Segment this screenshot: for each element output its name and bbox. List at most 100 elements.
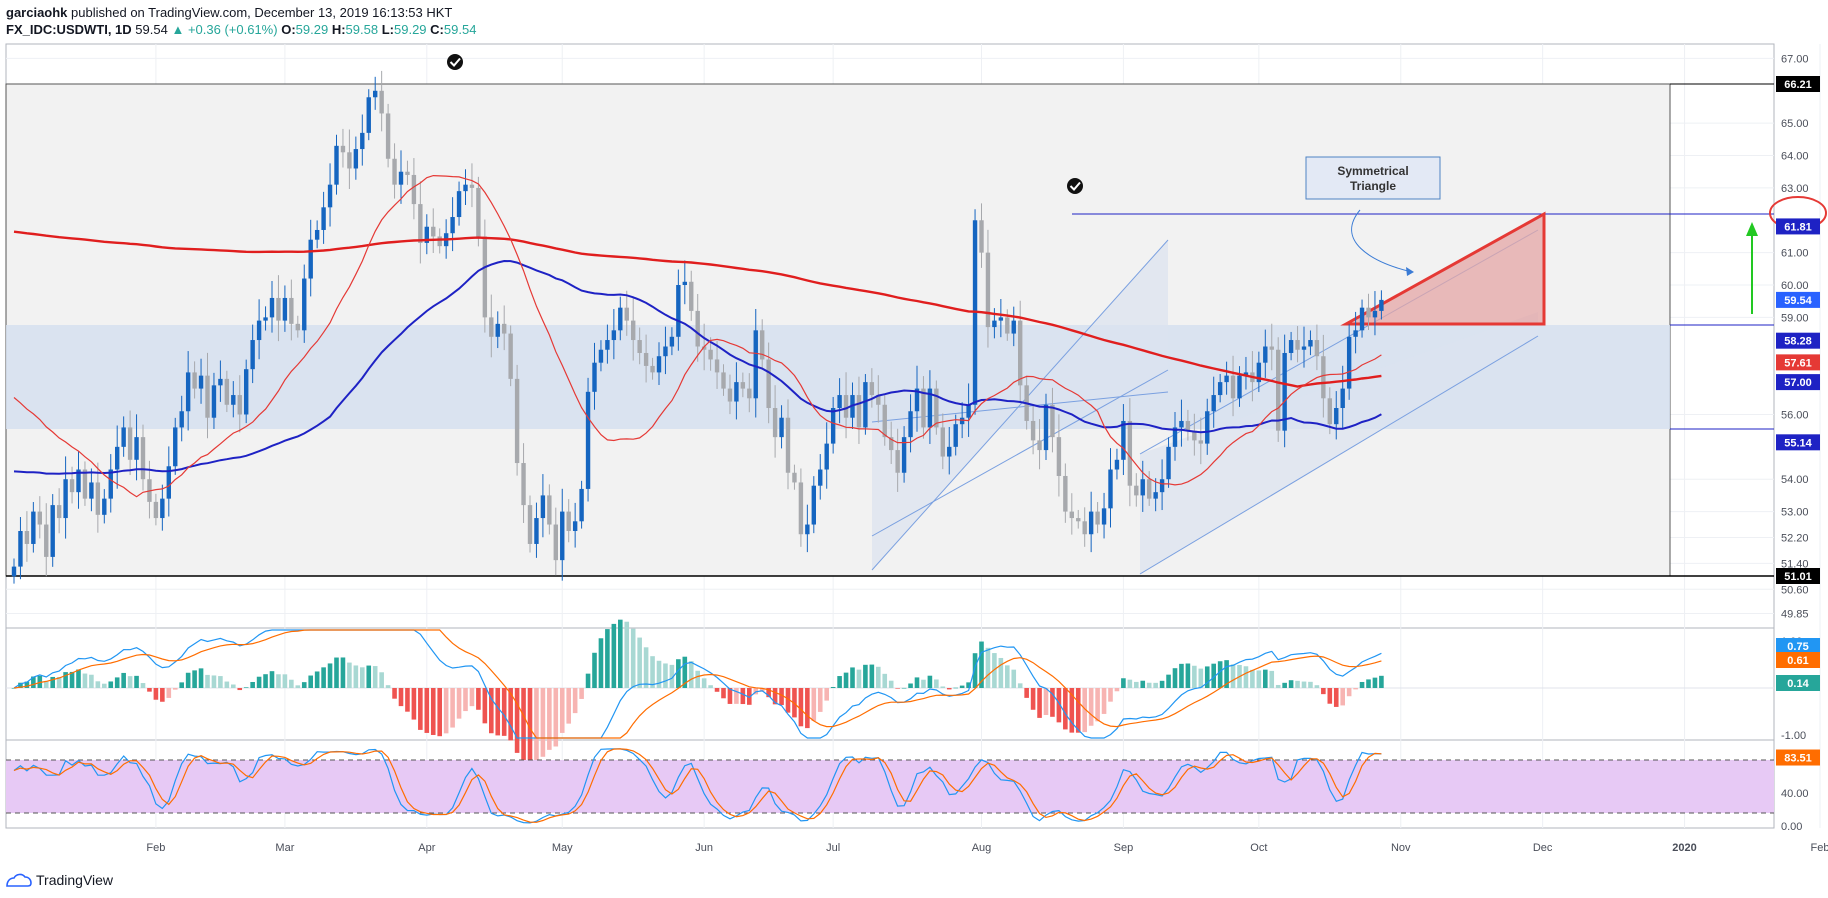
- candle[interactable]: [1217, 374, 1223, 403]
- candle[interactable]: [508, 325, 513, 387]
- candle[interactable]: [347, 129, 352, 190]
- candle[interactable]: [76, 451, 81, 509]
- candle[interactable]: [269, 281, 275, 333]
- candle[interactable]: [1082, 507, 1087, 547]
- candle[interactable]: [1114, 448, 1120, 480]
- candle[interactable]: [185, 351, 191, 431]
- candle[interactable]: [1043, 393, 1049, 461]
- candle[interactable]: [1185, 409, 1191, 441]
- candle[interactable]: [476, 176, 481, 247]
- candle[interactable]: [856, 376, 862, 444]
- price-axis[interactable]: 67.00 65.00 64.00 63.00 61.00 60.00 59.00 56.00…: [1781, 53, 1809, 833]
- candle[interactable]: [463, 169, 468, 206]
- candle[interactable]: [1359, 299, 1365, 338]
- candle[interactable]: [373, 76, 378, 110]
- candle[interactable]: [1127, 398, 1133, 507]
- candle[interactable]: [811, 476, 816, 534]
- candle[interactable]: [166, 446, 171, 517]
- candle[interactable]: [1095, 502, 1100, 534]
- candle[interactable]: [566, 499, 571, 543]
- candle[interactable]: [1011, 306, 1016, 347]
- candle[interactable]: [1172, 411, 1178, 461]
- candle[interactable]: [714, 341, 720, 389]
- candle[interactable]: [656, 342, 662, 385]
- candle[interactable]: [1346, 324, 1352, 400]
- candle[interactable]: [572, 502, 578, 548]
- candle[interactable]: [437, 228, 442, 254]
- candle[interactable]: [740, 372, 746, 398]
- candle[interactable]: [308, 219, 313, 297]
- macd-signal-line[interactable]: [13, 629, 1382, 739]
- candle[interactable]: [1379, 290, 1384, 320]
- candle[interactable]: [927, 370, 933, 444]
- candle[interactable]: [1230, 355, 1236, 417]
- candle[interactable]: [766, 342, 771, 424]
- candle[interactable]: [837, 378, 842, 424]
- candle[interactable]: [302, 264, 307, 343]
- candle[interactable]: [734, 362, 739, 420]
- candle[interactable]: [360, 114, 365, 166]
- candle[interactable]: [618, 296, 623, 341]
- candle[interactable]: [140, 424, 146, 491]
- candle[interactable]: [1121, 404, 1126, 476]
- candle[interactable]: [127, 410, 133, 476]
- candle[interactable]: [1076, 509, 1081, 529]
- candle[interactable]: [205, 352, 210, 439]
- candle[interactable]: [1321, 334, 1326, 418]
- candle[interactable]: [979, 203, 984, 268]
- candle[interactable]: [772, 385, 778, 458]
- candle[interactable]: [792, 464, 797, 490]
- candle[interactable]: [398, 150, 404, 204]
- candle[interactable]: [31, 502, 36, 553]
- candle[interactable]: [592, 342, 597, 410]
- candle[interactable]: [631, 297, 636, 361]
- candle[interactable]: [469, 163, 475, 208]
- candle[interactable]: [998, 298, 1004, 338]
- channel-aug-sep-lower[interactable]: [871, 369, 1169, 537]
- candle[interactable]: [1334, 391, 1339, 440]
- candle[interactable]: [514, 364, 520, 476]
- candle[interactable]: [1366, 293, 1371, 330]
- candle[interactable]: [411, 158, 417, 220]
- candle[interactable]: [663, 326, 668, 375]
- candle[interactable]: [198, 358, 204, 404]
- candle[interactable]: [173, 417, 178, 475]
- candle[interactable]: [824, 422, 829, 489]
- candle[interactable]: [721, 364, 726, 396]
- symbol-name[interactable]: FX_IDC:USDWTI, 1D: [6, 22, 132, 37]
- candle[interactable]: [108, 454, 113, 513]
- candle[interactable]: [1372, 291, 1378, 336]
- candle[interactable]: [1192, 413, 1197, 456]
- candle[interactable]: [747, 373, 752, 413]
- candle[interactable]: [876, 375, 881, 423]
- candle[interactable]: [1198, 417, 1203, 465]
- candle[interactable]: [82, 461, 88, 506]
- candle[interactable]: [830, 396, 836, 454]
- candle[interactable]: [547, 484, 552, 535]
- candle[interactable]: [1134, 473, 1139, 507]
- candle[interactable]: [1211, 376, 1216, 428]
- candle[interactable]: [224, 370, 230, 413]
- candle[interactable]: [1166, 437, 1171, 488]
- macd-histogram[interactable]: [11, 619, 1384, 772]
- candle[interactable]: [676, 269, 681, 351]
- publisher-name[interactable]: garciaohk: [6, 5, 68, 20]
- candle[interactable]: [321, 191, 326, 244]
- candle[interactable]: [379, 70, 384, 132]
- candle[interactable]: [1237, 366, 1242, 407]
- candle[interactable]: [682, 260, 687, 305]
- candle[interactable]: [1179, 399, 1184, 447]
- candle[interactable]: [456, 181, 462, 226]
- candle[interactable]: [624, 290, 629, 336]
- candle[interactable]: [495, 311, 500, 349]
- candle[interactable]: [882, 395, 887, 446]
- candle[interactable]: [1269, 323, 1274, 371]
- candle[interactable]: [753, 308, 758, 418]
- candle[interactable]: [1063, 463, 1068, 523]
- candle[interactable]: [1256, 351, 1262, 393]
- ma-50-line[interactable]: [13, 259, 1382, 475]
- candle[interactable]: [1301, 326, 1307, 368]
- candle[interactable]: [1030, 405, 1036, 455]
- candle[interactable]: [244, 359, 249, 424]
- candle[interactable]: [579, 480, 584, 529]
